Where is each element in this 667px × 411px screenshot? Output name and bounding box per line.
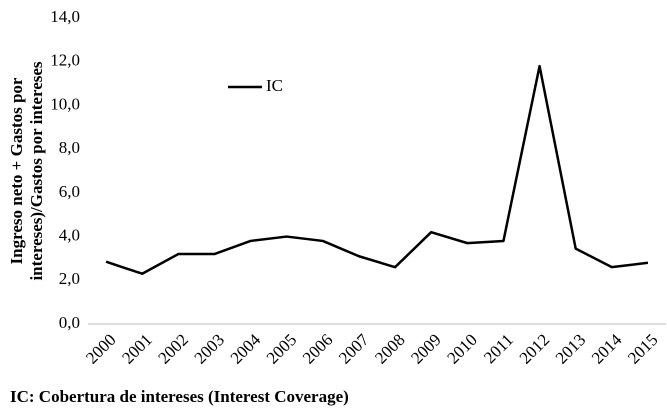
x-tick-label: 2004 xyxy=(227,330,265,368)
x-tick-label: 2013 xyxy=(552,330,589,367)
x-tick-label: 2015 xyxy=(624,330,661,367)
y-tick-label: 12,0 xyxy=(50,51,80,70)
x-tick-label: 2014 xyxy=(588,330,626,368)
x-tick-label: 2007 xyxy=(335,330,373,368)
x-tick-label: 2006 xyxy=(299,330,336,367)
y-tick-label: 0,0 xyxy=(59,313,80,332)
x-tick-label: 2009 xyxy=(407,330,444,367)
y-tick-label: 2,0 xyxy=(59,269,80,288)
y-axis-label: intereses)/Gastos por intereses xyxy=(27,61,46,280)
x-tick-label: 2003 xyxy=(191,330,228,367)
legend-label: IC xyxy=(266,76,283,95)
y-tick-label: 4,0 xyxy=(59,225,80,244)
y-tick-label: 10,0 xyxy=(50,94,80,113)
x-tick-label: 2012 xyxy=(516,330,553,367)
data-line xyxy=(105,64,649,275)
x-tick-label: 2001 xyxy=(118,330,155,367)
x-tick-label: 2008 xyxy=(371,330,408,367)
x-tick-label: 2005 xyxy=(263,330,300,367)
y-axis-label: Ingreso neto + Gastos por xyxy=(7,77,26,264)
x-tick-label: 2002 xyxy=(154,330,191,367)
footnote: IC: Cobertura de intereses (Interest Cov… xyxy=(10,387,349,406)
x-tick-label: 2000 xyxy=(82,330,119,367)
y-tick-label: 14,0 xyxy=(50,7,80,26)
y-tick-label: 8,0 xyxy=(59,138,80,157)
x-tick-label: 2010 xyxy=(443,330,480,367)
x-tick-label: 2011 xyxy=(480,330,517,367)
y-tick-label: 6,0 xyxy=(59,182,80,201)
